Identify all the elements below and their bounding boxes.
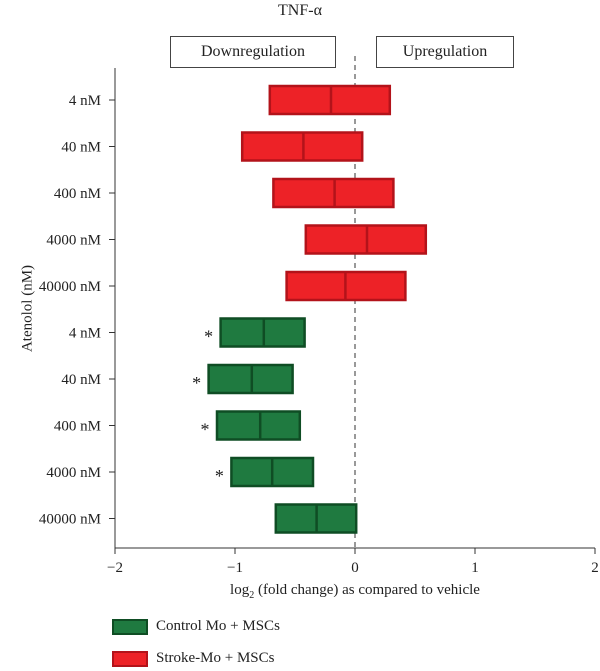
chart-title: TNF-α (278, 2, 322, 19)
y-tick-label: 40 nM (61, 140, 101, 156)
y-tick-label: 4000 nM (46, 233, 101, 249)
significance-asterisk: * (204, 327, 213, 347)
legend-item-control: Control Mo + MSCs (112, 618, 280, 635)
range-bar (215, 410, 302, 441)
x-tick-label: −2 (107, 560, 123, 576)
y-tick-label: 4 nM (69, 326, 101, 342)
downregulation-label: Downregulation (170, 36, 336, 68)
legend-item-stroke: Stroke-Mo + MSCs (112, 650, 274, 667)
legend-label-control: Control Mo + MSCs (156, 618, 280, 634)
significance-asterisk: * (215, 466, 224, 486)
y-tick-label: 40 nM (61, 372, 101, 388)
x-tick-label: −1 (227, 560, 243, 576)
y-tick-label: 40000 nM (39, 512, 101, 528)
legend-swatch-stroke (112, 650, 148, 667)
y-tick-label: 4 nM (69, 93, 101, 109)
legend-swatch-control (112, 618, 148, 635)
upregulation-label: Upregulation (376, 36, 514, 68)
legend-label-stroke: Stroke-Mo + MSCs (156, 650, 275, 666)
y-tick-label: 4000 nM (46, 465, 101, 481)
y-tick-label: 40000 nM (39, 279, 101, 295)
x-axis-label: log2 (fold change) as compared to vehicl… (230, 582, 480, 601)
significance-asterisk: * (201, 420, 210, 440)
y-tick-label: 400 nM (54, 186, 101, 202)
x-tick-label: 0 (351, 560, 359, 576)
significance-asterisk: * (192, 373, 201, 393)
y-axis-label: Atenolol (nM) (19, 264, 36, 353)
y-tick-label: 400 nM (54, 419, 101, 435)
x-tick-label: 2 (591, 560, 599, 576)
x-tick-label: 1 (471, 560, 479, 576)
